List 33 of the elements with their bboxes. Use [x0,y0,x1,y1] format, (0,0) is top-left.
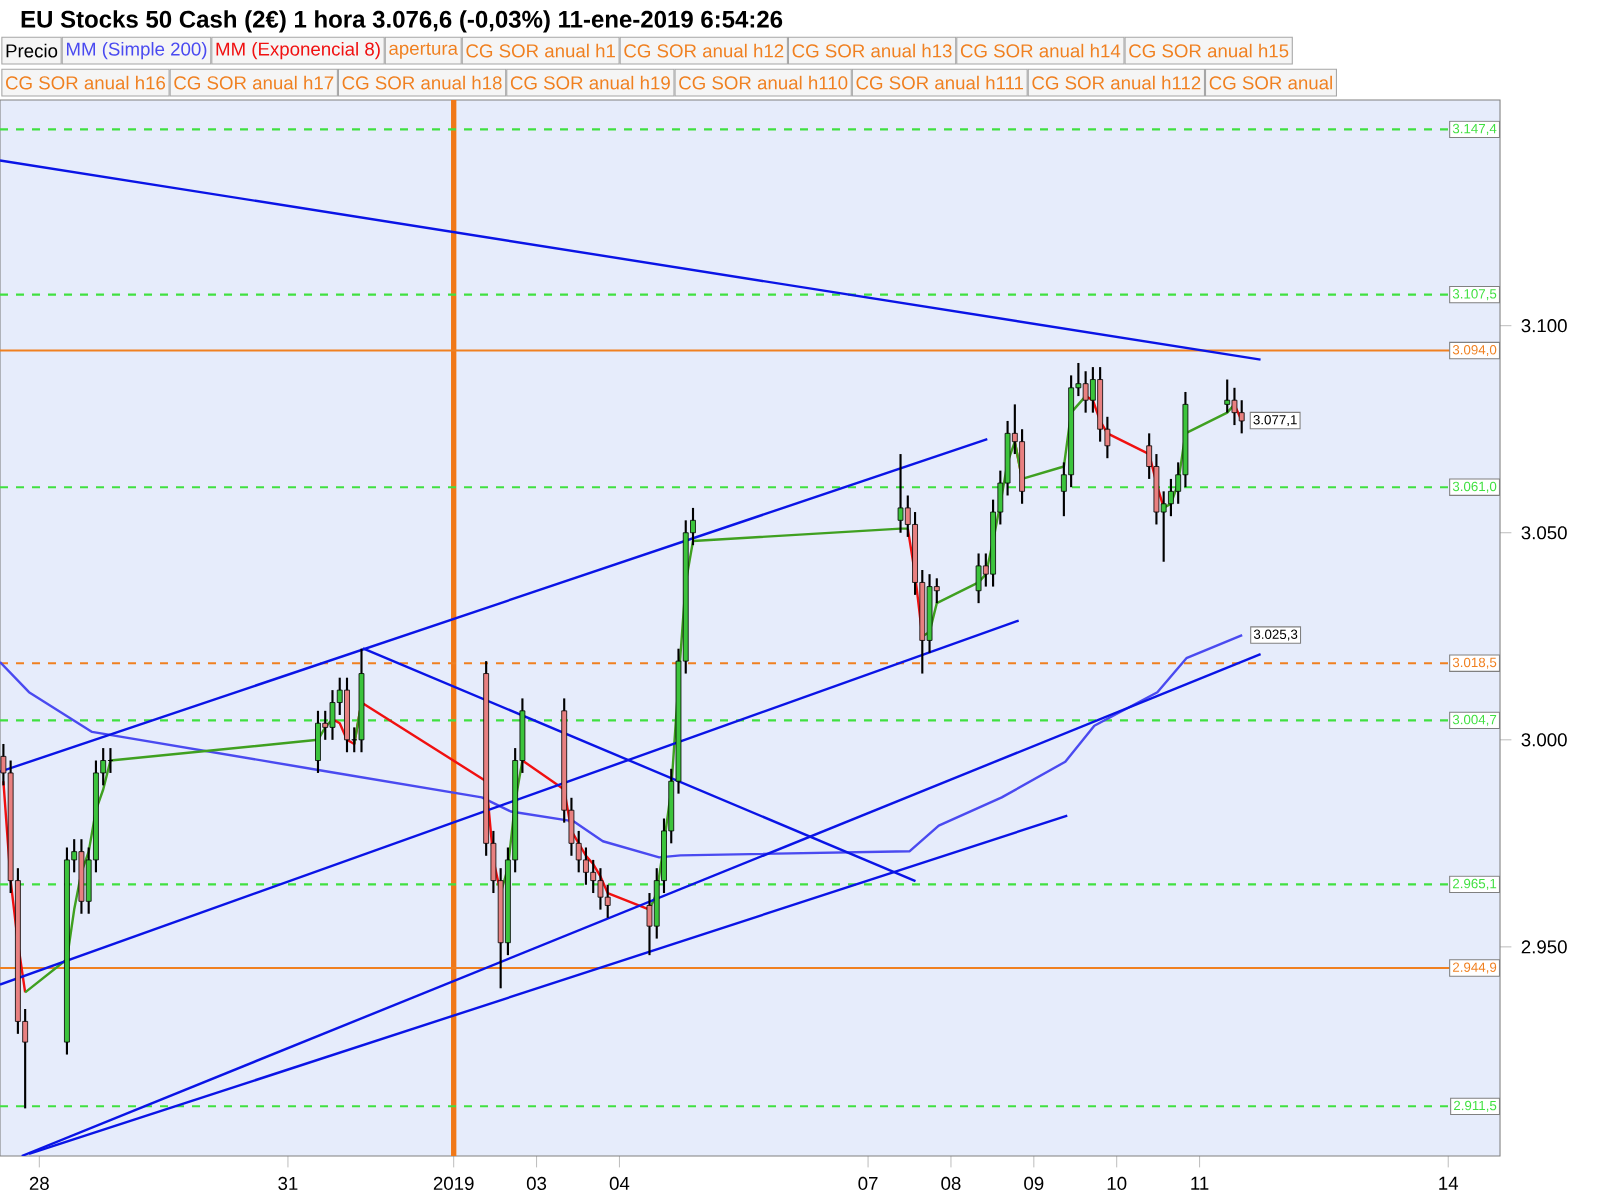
text: CG SOR anual h110 [679,75,848,90]
text: CG SOR anual h15 [1129,43,1289,58]
y-tick-label: 3.050 [1521,526,1567,540]
text: CG SOR anual h112 [1032,75,1201,90]
text: CG SOR anual h14 [960,43,1121,58]
text: CG SOR anual h1 [466,43,615,58]
y-tick-label: 3.100 [1521,319,1567,333]
text: MM (Exponencial 8) [216,41,380,60]
text: apertura [389,42,458,59]
x-tick-label: 07 [858,1176,878,1191]
x-tick-label: 2019 [433,1176,474,1191]
x-tick-label: 08 [941,1176,961,1191]
text: CG SOR anual h16 [6,75,166,90]
x-tick-label: 14 [1439,1176,1459,1190]
y-tick-label: 3.000 [1521,733,1567,747]
x-tick-label: 11 [1191,1176,1209,1190]
text: CG SOR anual h17 [174,75,334,90]
x-tick-label: 10 [1107,1176,1127,1191]
text: CG SOR anual h13 [792,43,952,58]
text: CG SOR anual h12 [624,43,784,58]
y-tick-label: 2.950 [1521,940,1567,954]
text: Precio [6,43,58,58]
x-tick-label: 28 [29,1176,49,1191]
x-tick-label: 09 [1024,1176,1044,1191]
text: CG SOR anual h111 [856,75,1024,90]
x-tick-label: 04 [609,1176,630,1191]
text: MM (Simple 200) [66,41,207,60]
chart-title: EU Stocks 50 Cash (2€) 1 hora 3.076,6 (-0,03%) 11-ene-2019 6:54:26 [21,10,783,33]
text: CG SOR anual [1209,75,1332,90]
x-tick-label: 31 [278,1176,298,1191]
text: CG SOR anual h18 [342,75,502,90]
x-tick-label: 03 [526,1176,547,1191]
text: CG SOR anual h19 [510,75,670,90]
